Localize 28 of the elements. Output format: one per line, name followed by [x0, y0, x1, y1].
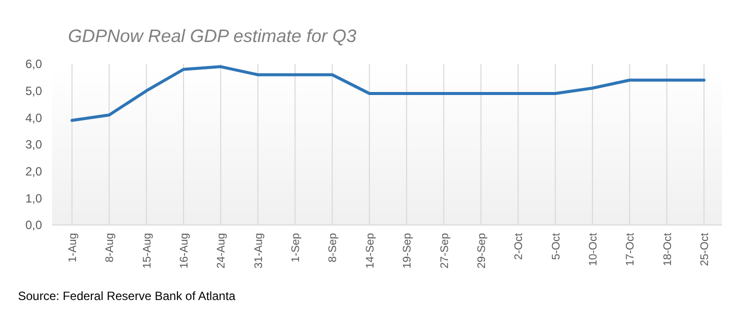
x-tick-label: 18-Oct [662, 233, 674, 266]
x-tick-label: 14-Sep [364, 233, 376, 268]
x-tick-label: 31-Aug [252, 233, 265, 268]
x-tick-label: 8-Sep [327, 233, 340, 262]
y-tick-label: 5,0 [25, 84, 42, 98]
x-tick-label: 8-Aug [104, 233, 116, 262]
line-series [70, 65, 706, 122]
x-tick-label: 2-Oct [513, 233, 526, 260]
x-tick-label: 15-Aug [141, 233, 154, 268]
y-tick-label: 0,0 [25, 218, 42, 232]
chart-title: GDPNow Real GDP estimate for Q3 [68, 26, 356, 46]
x-tick-label: 10-Oct [587, 233, 600, 266]
x-tick-label: 25-Oct [699, 233, 711, 266]
x-tick-label: 24-Aug [216, 233, 228, 268]
y-tick-label: 2,0 [25, 164, 42, 179]
x-tick-label: 19-Sep [402, 233, 414, 268]
x-tick-label: 16-Aug [178, 233, 191, 268]
x-tick-label: 29-Sep [476, 233, 488, 268]
y-tick-label: 1,0 [25, 191, 42, 206]
y-tick-label: 3,0 [25, 138, 42, 152]
x-tick-label: 1-Aug [67, 233, 79, 262]
x-tick-label: 17-Oct [624, 233, 637, 266]
y-tick-label: 6,0 [25, 57, 42, 72]
x-tick-label: 5-Oct [550, 233, 562, 260]
x-tick-label: 27-Sep [438, 233, 451, 268]
y-tick-label: 4,0 [25, 110, 42, 125]
source-note: Source: Federal Reserve Bank of Atlanta [18, 289, 236, 303]
x-tick-label: 1-Sep [290, 233, 302, 262]
